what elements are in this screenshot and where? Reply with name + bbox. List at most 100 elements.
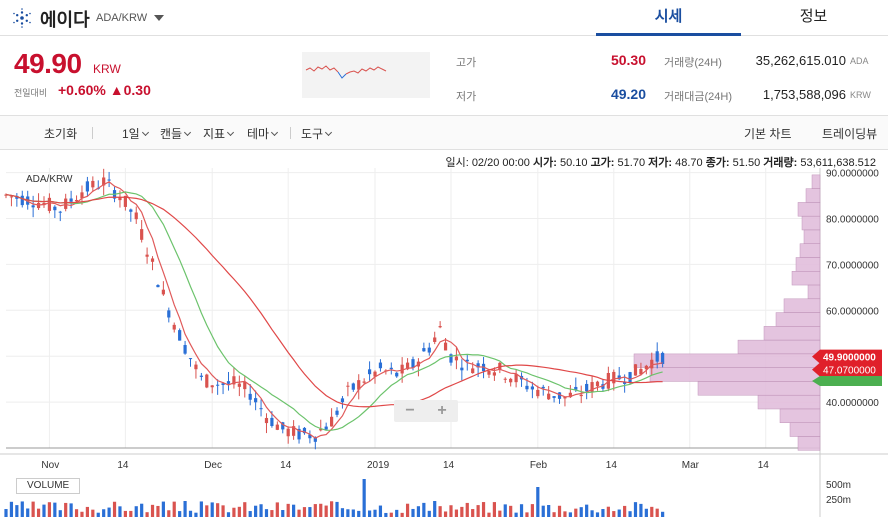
volume-profile-bar <box>783 298 821 313</box>
tradingview-button[interactable]: 트레이딩뷰 <box>822 127 878 141</box>
tools-dropdown[interactable]: 도구 <box>301 125 333 142</box>
volume-bar <box>509 505 513 517</box>
candle-body <box>460 367 464 371</box>
coin-select-chevron-icon[interactable] <box>154 15 164 21</box>
candle-body <box>15 195 19 199</box>
volume-unit: ADA <box>850 56 869 66</box>
volume-bar <box>226 512 231 517</box>
candle-body <box>161 289 165 295</box>
interval-dropdown[interactable]: 1일 <box>122 125 149 142</box>
candle-body <box>471 368 475 374</box>
chart-area[interactable]: 일시: 02/20 00:00 시가: 50.10 고가: 51.70 저가: … <box>0 150 888 517</box>
volume-bar <box>438 506 442 517</box>
volume-bar <box>145 512 149 517</box>
volume-bar <box>601 509 605 517</box>
tools-label: 도구 <box>301 127 324 141</box>
zoom-in-button[interactable]: + <box>437 402 447 419</box>
volume-bar <box>351 509 355 517</box>
reset-button[interactable]: 초기화 <box>44 127 78 141</box>
volume-bar <box>585 504 589 517</box>
volume-bar <box>42 504 46 517</box>
volume-bar <box>346 509 350 517</box>
candle-body <box>69 198 73 202</box>
volume-bar <box>221 505 225 517</box>
volume-bar <box>297 509 301 517</box>
candle-body <box>47 197 52 211</box>
volume-label: 거래량(24H) <box>664 57 722 69</box>
volume-bar <box>91 509 95 517</box>
volume-bar <box>9 501 14 517</box>
volume-bar <box>639 503 643 517</box>
sparkline-red <box>305 65 339 73</box>
volume-bar <box>530 504 534 517</box>
volume-bar <box>552 512 556 517</box>
indicator-label: 지표 <box>203 127 226 141</box>
theme-dropdown[interactable]: 테마 <box>247 125 279 142</box>
chevron-down-icon <box>325 128 333 137</box>
candle-body <box>427 347 431 353</box>
candle-body <box>639 368 643 375</box>
volume-bar <box>150 504 155 517</box>
volume-bar <box>36 508 41 517</box>
volume-bar <box>281 510 285 517</box>
volume-tick-label: 250m <box>826 495 851 506</box>
volume-profile-bar <box>795 257 821 272</box>
candle-body <box>232 376 236 385</box>
candle-body <box>9 196 14 198</box>
tab-market[interactable]: 시세 <box>596 0 741 36</box>
candle-body <box>541 386 545 389</box>
volume-bar <box>503 504 507 517</box>
top-bar: 에이다 ADA/KRW 시세 정보 <box>0 0 888 36</box>
candle-dropdown[interactable]: 캔들 <box>160 125 192 142</box>
volume-bar <box>178 511 182 517</box>
candle-body <box>324 426 328 430</box>
info-date: 02/20 00:00 <box>471 157 530 169</box>
volume-bar <box>270 510 274 517</box>
volume-bar <box>210 502 214 517</box>
chart-symbol-label: ADA/KRW <box>26 174 73 185</box>
candle-body <box>411 359 415 368</box>
volume-bar <box>362 479 366 517</box>
volume-bar <box>31 501 35 517</box>
candlestick-chart[interactable]: 90.0000000 80.0000000 70.0000000 60.0000000… <box>0 150 888 517</box>
value-label: 거래대금(24H) <box>664 91 732 103</box>
indicator-dropdown[interactable]: 지표 <box>203 125 235 142</box>
candle-body <box>579 394 583 397</box>
candle-body <box>26 196 30 205</box>
candle-body <box>362 381 366 383</box>
candle-body <box>378 362 383 369</box>
volume-bar <box>427 510 431 517</box>
candle-body <box>367 369 372 375</box>
candle-body <box>405 362 410 370</box>
info-date-label: 일시: <box>445 157 469 169</box>
candle-body <box>644 365 648 370</box>
tab-info[interactable]: 정보 <box>799 8 828 25</box>
volume-bar <box>313 504 317 517</box>
sparkline-blue <box>337 71 347 79</box>
zoom-out-button[interactable]: − <box>405 402 415 419</box>
candle-body <box>183 345 187 354</box>
basic-chart-button[interactable]: 기본 차트 <box>744 127 792 141</box>
candle-label: 캔들 <box>160 127 183 141</box>
candle-body <box>433 337 437 342</box>
volume-profile-bar <box>789 422 821 437</box>
volume-bar <box>590 510 594 517</box>
volume-profile-bar <box>797 202 821 217</box>
candle-body <box>655 351 659 362</box>
volume-bar <box>112 501 117 517</box>
candle-body <box>628 372 632 383</box>
volume-bar <box>205 505 209 517</box>
volume-bar <box>292 504 296 517</box>
volume-profile-bar <box>799 243 821 258</box>
candle-body <box>118 197 122 201</box>
volume-bar <box>367 510 372 517</box>
candle-body <box>373 371 377 377</box>
candle-body <box>308 434 312 439</box>
candle-body <box>20 195 24 206</box>
volume-bar <box>471 509 475 517</box>
volume-bar <box>384 512 388 517</box>
candle-body <box>335 410 339 415</box>
y-tick-label: 80.0000000 <box>826 214 879 225</box>
volume-bar <box>259 504 263 517</box>
current-price-badge <box>812 349 882 364</box>
